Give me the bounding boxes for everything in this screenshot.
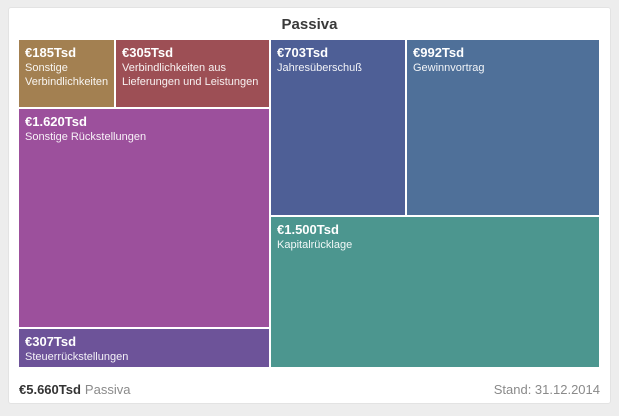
treemap-cell-steuerrueckstellungen[interactable]: €307Tsd Steuerrückstellungen <box>19 329 269 367</box>
cell-label: Steuerrückstellungen <box>25 351 129 363</box>
treemap-cell-sonstige-verbindlichkeiten[interactable]: €185Tsd Sonstige Verbindlichkeiten <box>19 40 114 107</box>
chart-title: Passiva <box>281 16 338 33</box>
treemap-cell-gewinnvortrag[interactable]: €992Tsd Gewinnvortrag <box>407 40 599 215</box>
cell-label: Jahresüberschuß <box>277 62 362 74</box>
cell-value: €992Tsd <box>413 45 465 60</box>
treemap: €185Tsd Sonstige Verbindlichkeiten €305T… <box>19 40 599 367</box>
cell-value: €305Tsd <box>122 45 174 60</box>
footer-date: Stand: 31.12.2014 <box>493 381 600 397</box>
cell-value: €1.620Tsd <box>25 114 87 129</box>
treemap-cell-verbindlichkeiten-aus-lieferungen-und-leistungen[interactable]: €305Tsd Verbindlichkeiten aus Lieferunge… <box>116 40 269 107</box>
chart-card: Passiva €185Tsd Sonstige Verbindlichkeit… <box>8 7 611 404</box>
treemap-cell-jahresueberschuss[interactable]: €703Tsd Jahresüberschuß <box>271 40 405 215</box>
treemap-cell-sonstige-rueckstellungen[interactable]: €1.620Tsd Sonstige Rückstellungen <box>19 109 269 327</box>
cell-label: Kapitalrücklage <box>277 239 353 251</box>
treemap-cell-kapitalruecklage[interactable]: €1.500Tsd Kapitalrücklage <box>271 217 599 367</box>
cell-value: €307Tsd <box>25 334 77 349</box>
cell-label: Verbindlichkeiten aus Lieferungen und Le… <box>122 62 259 88</box>
cell-label: Gewinnvortrag <box>413 62 485 74</box>
cell-value: €1.500Tsd <box>277 222 339 237</box>
cell-label: Sonstige Rückstellungen <box>25 131 147 143</box>
cell-value: €185Tsd <box>25 45 77 60</box>
footer-total-label: Passiva <box>84 381 131 397</box>
footer-total: €5.660Tsd Passiva <box>19 382 130 397</box>
cell-label: Sonstige Verbindlichkeiten <box>25 62 109 88</box>
cell-value: €703Tsd <box>277 45 329 60</box>
footer-total-value: €5.660Tsd <box>19 381 81 397</box>
chart-footer: €5.660Tsd Passiva Stand: 31.12.2014 <box>19 379 600 399</box>
